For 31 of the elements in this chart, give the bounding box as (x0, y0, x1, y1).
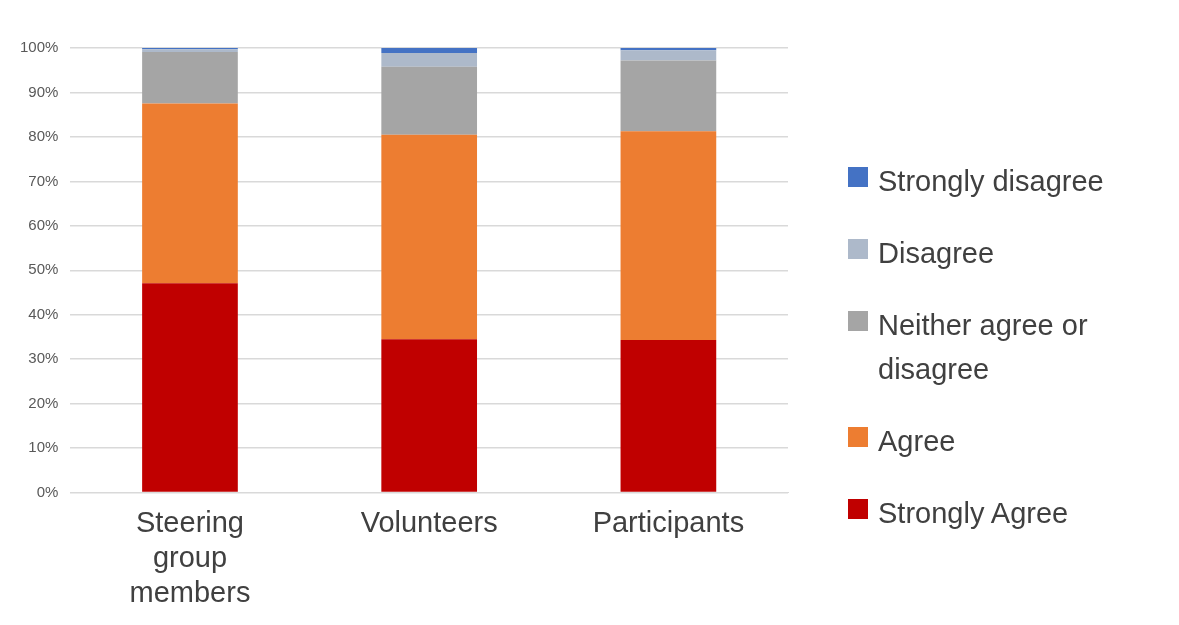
y-tick-label: 60% (28, 215, 59, 233)
bar (620, 340, 717, 492)
bar (381, 52, 478, 67)
bar (381, 66, 478, 135)
legend-label: Strongly disagree (878, 163, 1104, 199)
bar (142, 52, 238, 104)
bar (381, 339, 478, 492)
y-tick-label: 30% (28, 349, 59, 367)
x-tick-label: Steering group members (129, 506, 251, 608)
y-tick-label: 100% (19, 38, 59, 56)
bar (142, 103, 238, 284)
bar (620, 131, 717, 341)
y-tick-label: 70% (28, 171, 59, 189)
bar (381, 48, 478, 53)
legend-label: Disagree (878, 235, 995, 271)
bar (620, 50, 717, 61)
bar (142, 283, 238, 492)
y-tick-label: 20% (28, 393, 59, 411)
legend-label: Strongly Agree (878, 495, 1069, 531)
x-tick-label: Participants (592, 506, 745, 538)
x-tick-label: Volunteers (360, 506, 498, 538)
y-tick-label: 80% (28, 127, 59, 145)
y-tick-label: 50% (28, 260, 59, 278)
legend-label: Agree (878, 423, 956, 459)
y-tick-label: 10% (28, 438, 59, 456)
bar (620, 60, 717, 132)
y-tick-label: 40% (28, 304, 59, 322)
y-tick-label: 90% (28, 82, 59, 100)
bar (381, 134, 478, 340)
y-tick-label: 0% (36, 482, 59, 500)
legend-label: Neither agree or disagree (878, 307, 1089, 387)
